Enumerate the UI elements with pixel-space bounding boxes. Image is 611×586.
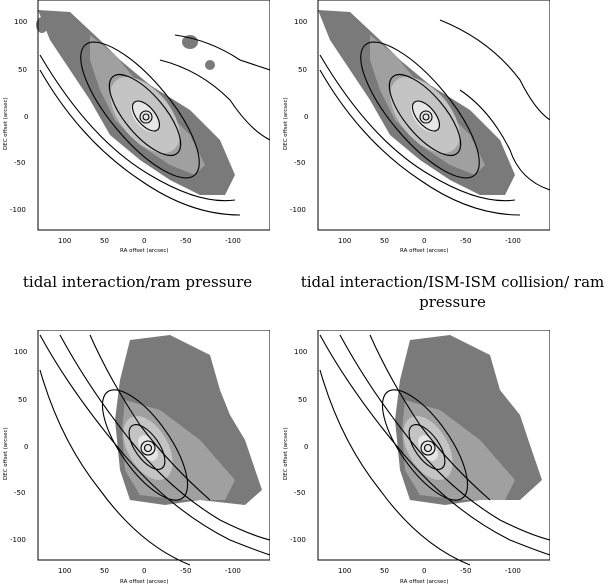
- caption-right: tidal interaction/ISM-ISM collision/ ram…: [300, 273, 605, 311]
- gas-clump: [205, 60, 215, 70]
- xtick: -100: [505, 237, 521, 245]
- ytick: -100: [290, 536, 306, 544]
- ytick: 50: [298, 66, 307, 74]
- xtick: -50: [460, 567, 471, 575]
- ytick: 100: [14, 348, 27, 356]
- panel-top-left: 100 50 0 -50 -100 100 50 0 -50 -100 RA o…: [0, 0, 270, 255]
- map-top-right: 100 50 0 -50 -100 100 50 0 -50 -100 RA o…: [283, 0, 550, 254]
- ytick: -100: [290, 206, 306, 214]
- xtick: 0: [422, 237, 426, 245]
- ytick: 50: [18, 396, 27, 404]
- ytick: 50: [18, 66, 27, 74]
- xtick: 0: [142, 237, 146, 245]
- xtick: 50: [380, 567, 389, 575]
- ytick: 50: [298, 396, 307, 404]
- ytick: 0: [304, 443, 308, 451]
- xtick: 50: [100, 237, 109, 245]
- map-bottom-left: 100 50 0 -50 -100 100 50 0 -50 -100 RA o…: [3, 330, 270, 585]
- contours: [39, 334, 270, 566]
- map-top-left: 100 50 0 -50 -100 100 50 0 -50 -100 RA o…: [3, 0, 270, 254]
- x-axis-label: RA offset (arcsec): [400, 248, 449, 254]
- xtick: 0: [142, 567, 146, 575]
- panel-bottom-right: 100 50 0 -50 -100 100 50 0 -50 -100 RA o…: [280, 330, 550, 586]
- plot-frame: [317, 330, 550, 561]
- y-axis-label: DEC offset (arcsec): [3, 97, 9, 150]
- xtick: -100: [225, 237, 241, 245]
- xtick: 100: [338, 567, 351, 575]
- ytick: -50: [294, 489, 305, 497]
- ytick: 0: [24, 443, 28, 451]
- xtick: -100: [225, 567, 241, 575]
- xtick: 50: [100, 567, 109, 575]
- contours: [39, 34, 270, 216]
- ytick: -100: [10, 206, 26, 214]
- xtick: -50: [460, 237, 471, 245]
- ytick: 100: [294, 18, 307, 26]
- ytick: -100: [10, 536, 26, 544]
- xtick: 50: [380, 237, 389, 245]
- xtick: -50: [180, 567, 191, 575]
- contours: [319, 19, 550, 216]
- gas-peak: [411, 101, 439, 133]
- ytick: -50: [14, 159, 25, 167]
- x-axis-label: RA offset (arcsec): [120, 579, 169, 585]
- xtick: 100: [58, 567, 71, 575]
- x-axis-label: RA offset (arcsec): [120, 248, 169, 254]
- xtick: 100: [58, 237, 71, 245]
- y-axis-label: DEC offset (arcsec): [283, 97, 289, 150]
- plot-frame: [37, 0, 270, 231]
- plot-frame: [317, 0, 550, 231]
- ytick: 100: [294, 348, 307, 356]
- y-axis-label: DEC offset (arcsec): [3, 427, 9, 480]
- ytick: 0: [304, 113, 308, 121]
- xtick: 100: [338, 237, 351, 245]
- map-bottom-right: 100 50 0 -50 -100 100 50 0 -50 -100 RA o…: [283, 330, 550, 585]
- plot-frame: [37, 330, 270, 561]
- xtick: -100: [505, 567, 521, 575]
- gas-peak: [131, 101, 159, 133]
- ytick: -50: [294, 159, 305, 167]
- y-axis-label: DEC offset (arcsec): [283, 427, 289, 480]
- panel-bottom-left: 100 50 0 -50 -100 100 50 0 -50 -100 RA o…: [0, 330, 270, 586]
- xtick: -50: [180, 237, 191, 245]
- ytick: 100: [14, 18, 27, 26]
- panel-top-right: 100 50 0 -50 -100 100 50 0 -50 -100 RA o…: [280, 0, 550, 255]
- x-axis-label: RA offset (arcsec): [400, 579, 449, 585]
- caption-left: tidal interaction/ram pressure: [22, 273, 253, 291]
- contours: [319, 334, 550, 566]
- gas-clump: [36, 17, 48, 33]
- xtick: 0: [422, 567, 426, 575]
- ytick: 0: [24, 113, 28, 121]
- ytick: -50: [14, 489, 25, 497]
